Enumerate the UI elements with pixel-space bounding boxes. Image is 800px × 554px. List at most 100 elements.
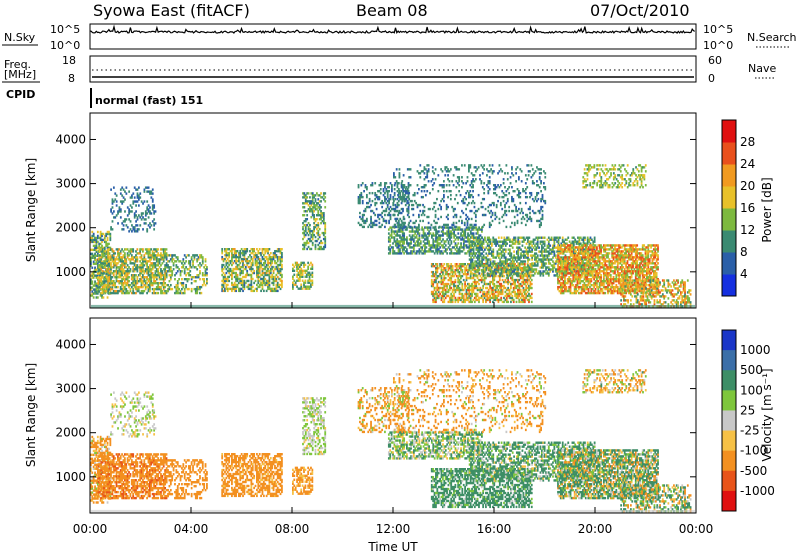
- power-cell: [298, 271, 301, 274]
- power-cell: [225, 261, 228, 265]
- power-cell: [95, 236, 98, 240]
- power-cell: [246, 248, 249, 251]
- power-cell: [264, 265, 267, 269]
- power-cell: [189, 262, 192, 265]
- power-cell: [493, 260, 496, 263]
- power-cell: [249, 253, 251, 257]
- power-cell: [235, 283, 237, 287]
- power-cell: [527, 174, 530, 177]
- power-cell: [142, 291, 144, 295]
- power-cell: [465, 197, 468, 201]
- power-cell: [242, 257, 244, 261]
- power-cell: [301, 271, 304, 274]
- power-cell: [437, 230, 440, 233]
- power-cell: [239, 281, 242, 285]
- power-cell: [281, 279, 283, 283]
- power-cell: [189, 266, 192, 269]
- power-cell: [97, 260, 100, 263]
- power-cell: [262, 289, 265, 293]
- power-cell: [149, 190, 151, 193]
- power-cell: [492, 248, 495, 251]
- power-cell: [437, 207, 440, 211]
- power-cell: [151, 188, 154, 191]
- power-cell: [148, 264, 151, 267]
- power-cell: [242, 265, 244, 269]
- power-cell: [236, 259, 239, 263]
- power-cell: [147, 270, 150, 273]
- power-cell: [104, 289, 107, 293]
- power-cell: [243, 287, 246, 291]
- power-cell: [300, 273, 303, 276]
- power-cell: [251, 249, 254, 253]
- power-cell: [271, 261, 274, 265]
- power-cell: [261, 283, 264, 287]
- power-cell: [95, 250, 98, 254]
- power-cell: [447, 223, 449, 227]
- power-cell: [268, 283, 271, 287]
- power-cell: [236, 273, 239, 277]
- power-cell: [151, 262, 154, 265]
- power-cell: [137, 214, 140, 217]
- power-cell: [267, 283, 269, 287]
- power-cell: [243, 285, 246, 289]
- power-cell: [200, 264, 203, 267]
- power-cell: [140, 289, 143, 293]
- power-cell: [301, 287, 304, 290]
- power-cell: [158, 272, 161, 275]
- power-cell: [534, 211, 537, 215]
- power-cell: [101, 240, 103, 244]
- power-cell: [172, 254, 175, 257]
- power-cell: [114, 262, 117, 265]
- power-cell: [294, 281, 297, 284]
- power-cell: [97, 272, 100, 275]
- power-cell: [314, 200, 317, 203]
- power-cell: [136, 256, 139, 259]
- power-cell: [133, 214, 136, 217]
- power-cell: [221, 279, 224, 283]
- power-cell: [125, 283, 128, 287]
- power-cell: [393, 172, 395, 175]
- power-cell: [265, 255, 268, 259]
- power-cell: [256, 255, 258, 259]
- power-cell: [104, 285, 107, 289]
- power-cell: [142, 264, 144, 267]
- power-cell: [133, 283, 136, 287]
- power-cell: [108, 291, 111, 295]
- power-cell: [142, 281, 144, 285]
- power-cell: [132, 268, 135, 271]
- power-cell: [370, 203, 372, 207]
- power-cell: [144, 258, 147, 261]
- power-cell: [423, 172, 426, 175]
- power-cell: [397, 203, 400, 207]
- power-cell: [199, 270, 201, 273]
- power-cell: [317, 198, 320, 201]
- power-cell: [226, 289, 229, 293]
- power-cell: [94, 244, 96, 248]
- power-cell: [154, 270, 157, 273]
- power-cell: [135, 210, 137, 213]
- power-cell: [472, 189, 474, 193]
- power-cell: [104, 291, 107, 295]
- power-cell: [174, 278, 176, 281]
- power-cell: [419, 219, 422, 223]
- power-cell: [164, 256, 167, 259]
- power-cell: [121, 228, 124, 231]
- power-cell: [313, 210, 315, 213]
- power-cell: [224, 279, 226, 283]
- power-cell: [108, 279, 111, 283]
- power-cell: [193, 266, 196, 269]
- power-cell: [147, 256, 150, 259]
- power-cell: [397, 182, 399, 185]
- power-cell: [444, 276, 447, 280]
- power-cell: [466, 180, 469, 183]
- power-cell: [90, 288, 92, 291]
- power-cell: [260, 289, 262, 293]
- power-cell: [133, 278, 136, 281]
- power-cell: [253, 281, 256, 285]
- power-cell: [194, 291, 197, 295]
- power-cell: [190, 276, 193, 279]
- power-cell: [454, 278, 457, 282]
- power-cell: [509, 176, 512, 179]
- power-cell: [128, 283, 130, 287]
- power-cell: [147, 210, 150, 213]
